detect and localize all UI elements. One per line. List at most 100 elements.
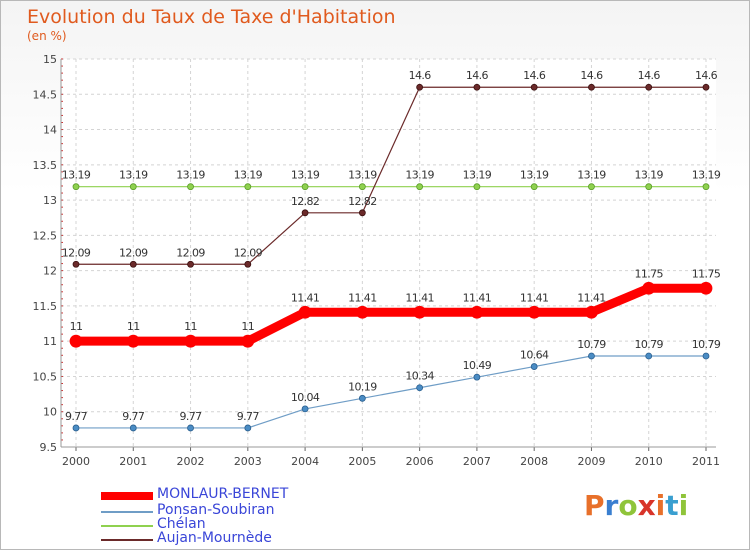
data-point-monlaur-bernet — [126, 334, 140, 348]
data-label-ponsan-soubiran: 10.64 — [520, 349, 549, 362]
legend-swatch-1 — [101, 511, 153, 513]
data-label-aujan-mournede: 14.6 — [523, 69, 546, 82]
data-label-aujan-mournede: 12.82 — [291, 195, 320, 208]
data-label-aujan-mournede: 14.6 — [695, 69, 718, 82]
series-ponsan-soubiran: 9.77 9.77 9.77 9.77 10.04 10.19 10.34 10.49 10.6… — [65, 338, 721, 432]
data-label-monlaur-bernet: 11 — [127, 320, 140, 333]
data-label-monlaur-bernet: 11 — [184, 320, 197, 333]
x-tick-label: 2004 — [291, 455, 319, 468]
chart-title: Evolution du Taux de Taxe d'Habitation — [27, 6, 396, 28]
data-label-monlaur-bernet: 11.41 — [520, 291, 549, 304]
data-label-aujan-mournede: 14.6 — [466, 69, 489, 82]
data-label-chelan: 13.19 — [62, 169, 91, 182]
x-tick-label: 2009 — [577, 455, 605, 468]
series-aujan-mournede: 12.09 12.09 12.09 12.09 12.82 12.82 14.6 14.6 14… — [62, 69, 718, 268]
y-tick-label: 12.5 — [33, 229, 58, 242]
data-point-monlaur-bernet — [642, 281, 656, 295]
data-label-chelan: 13.19 — [176, 169, 205, 182]
series-line-ponsan-soubiran — [75, 355, 707, 429]
logo-letter: i — [678, 489, 689, 522]
data-point-chelan — [702, 183, 710, 191]
data-label-ponsan-soubiran: 9.77 — [65, 410, 88, 423]
x-tick-label: 2005 — [348, 455, 376, 468]
data-point-aujan-mournede — [645, 83, 653, 91]
data-label-monlaur-bernet: 11 — [241, 320, 254, 333]
data-point-chelan — [72, 183, 80, 191]
data-label-chelan: 13.19 — [405, 169, 434, 182]
data-point-monlaur-bernet — [470, 305, 484, 319]
data-label-chelan: 13.19 — [119, 169, 148, 182]
x-tick-label: 2001 — [119, 455, 147, 468]
data-point-chelan — [129, 183, 137, 191]
data-point-monlaur-bernet — [699, 281, 713, 295]
data-point-ponsan-soubiran — [187, 424, 194, 432]
data-point-ponsan-soubiran — [702, 352, 710, 360]
data-label-ponsan-soubiran: 10.79 — [577, 338, 606, 351]
data-label-chelan: 13.19 — [348, 169, 377, 182]
data-point-ponsan-soubiran — [129, 424, 137, 432]
series-monlaur-bernet: 11 11 11 11 11.41 11.41 11.41 11.41 11.41 11.41 11… — [69, 267, 721, 348]
legend-label-0: MONLAUR-BERNET — [157, 486, 289, 502]
x-tick-label: 2007 — [463, 455, 491, 468]
data-label-aujan-mournede: 12.09 — [176, 246, 205, 259]
x-tick-label: 2003 — [234, 455, 262, 468]
x-tick-label: 2010 — [635, 455, 663, 468]
data-point-aujan-mournede — [588, 83, 595, 91]
logo-letter: t — [665, 489, 679, 522]
data-point-chelan — [645, 183, 653, 191]
data-label-ponsan-soubiran: 10.19 — [348, 380, 377, 393]
data-point-aujan-mournede — [72, 260, 80, 268]
data-label-monlaur-bernet: 11.41 — [577, 291, 606, 304]
logo-letter: r — [604, 489, 619, 522]
data-label-chelan: 13.19 — [463, 169, 492, 182]
data-point-aujan-mournede — [416, 83, 424, 91]
data-label-ponsan-soubiran: 10.49 — [463, 359, 492, 372]
proxiti-logo: Proxiti — [584, 489, 688, 522]
logo-letter: i — [655, 489, 666, 522]
series-line-aujan-mournede — [75, 86, 707, 265]
data-point-aujan-mournede — [473, 83, 481, 91]
legend-swatch-3 — [101, 539, 153, 541]
x-tick-label: 2002 — [177, 455, 205, 468]
data-point-monlaur-bernet — [298, 305, 312, 319]
data-point-monlaur-bernet — [69, 334, 83, 348]
data-label-ponsan-soubiran: 9.77 — [122, 410, 145, 423]
data-label-aujan-mournede: 14.6 — [409, 69, 432, 82]
data-label-ponsan-soubiran: 9.77 — [179, 410, 202, 423]
y-tick-label: 14.5 — [33, 88, 58, 101]
data-point-monlaur-bernet — [585, 305, 598, 319]
data-point-monlaur-bernet — [355, 305, 369, 319]
data-label-ponsan-soubiran: 10.79 — [634, 338, 663, 351]
data-point-monlaur-bernet — [527, 305, 541, 319]
data-point-chelan — [473, 183, 481, 191]
data-label-chelan: 13.19 — [692, 169, 721, 182]
data-point-aujan-mournede — [129, 260, 137, 268]
data-point-ponsan-soubiran — [301, 405, 309, 413]
data-point-ponsan-soubiran — [358, 394, 366, 402]
data-point-monlaur-bernet — [184, 334, 197, 348]
data-point-ponsan-soubiran — [473, 373, 481, 381]
data-point-ponsan-soubiran — [244, 424, 252, 432]
plot-area — [61, 59, 716, 447]
unit-label: (en %) — [27, 29, 67, 43]
data-label-ponsan-soubiran: 10.04 — [291, 391, 320, 404]
x-tick-label: 2006 — [406, 455, 434, 468]
data-label-aujan-mournede: 12.09 — [234, 246, 263, 259]
data-point-chelan — [530, 183, 538, 191]
y-tick-label: 12 — [43, 265, 57, 278]
data-label-monlaur-bernet: 11.75 — [692, 267, 721, 280]
data-label-monlaur-bernet: 11.75 — [634, 267, 663, 280]
data-point-monlaur-bernet — [413, 305, 427, 319]
data-label-ponsan-soubiran: 10.79 — [692, 338, 721, 351]
data-point-aujan-mournede — [301, 209, 309, 217]
y-tick-label: 14 — [43, 124, 57, 137]
data-point-ponsan-soubiran — [530, 363, 538, 370]
logo-letter: x — [637, 489, 656, 522]
data-point-ponsan-soubiran — [588, 352, 595, 360]
data-label-monlaur-bernet: 11.41 — [463, 291, 492, 304]
legend-label-3: Aujan-Mournède — [157, 530, 272, 546]
data-point-chelan — [358, 183, 366, 191]
data-label-chelan: 13.19 — [291, 169, 320, 182]
y-tick-label: 11 — [43, 335, 57, 348]
